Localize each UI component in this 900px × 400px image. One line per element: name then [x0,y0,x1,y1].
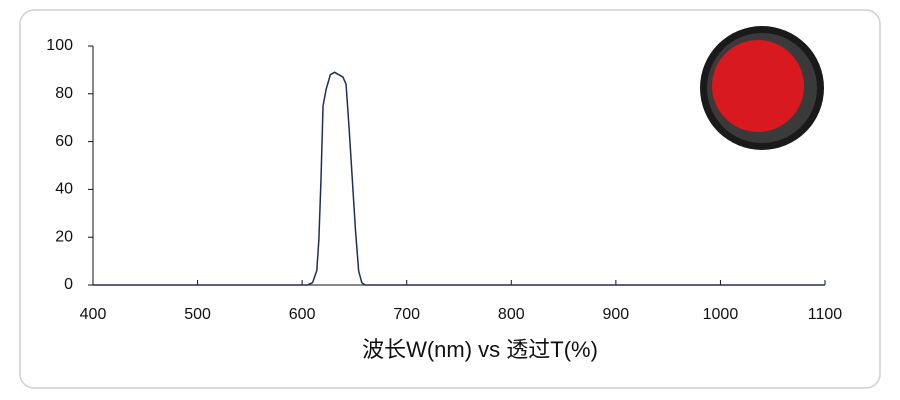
data-line [93,71,825,286]
y-tick-label: 40 [55,181,73,198]
y-tick-label: 0 [64,276,73,293]
x-tick-label: 700 [393,306,420,323]
x-tick-label: 1000 [703,306,739,323]
x-tick-label: 900 [603,306,630,323]
y-tick-label: 60 [55,133,73,150]
x-tick-label: 1100 [808,306,843,323]
filter-image [700,26,824,150]
card [19,9,881,389]
y-tick-label: 80 [55,85,73,102]
y-tick-label: 100 [46,37,73,54]
filter-glass [712,40,804,132]
x-tick-label: 500 [184,306,211,323]
y-tick-label: 20 [55,228,73,245]
x-tick-label: 600 [289,306,316,323]
x-tick-label: 400 [80,306,107,323]
x-tick-label: 800 [498,306,525,323]
x-axis-label: 波长W(nm) vs 透过T(%) [362,337,598,362]
